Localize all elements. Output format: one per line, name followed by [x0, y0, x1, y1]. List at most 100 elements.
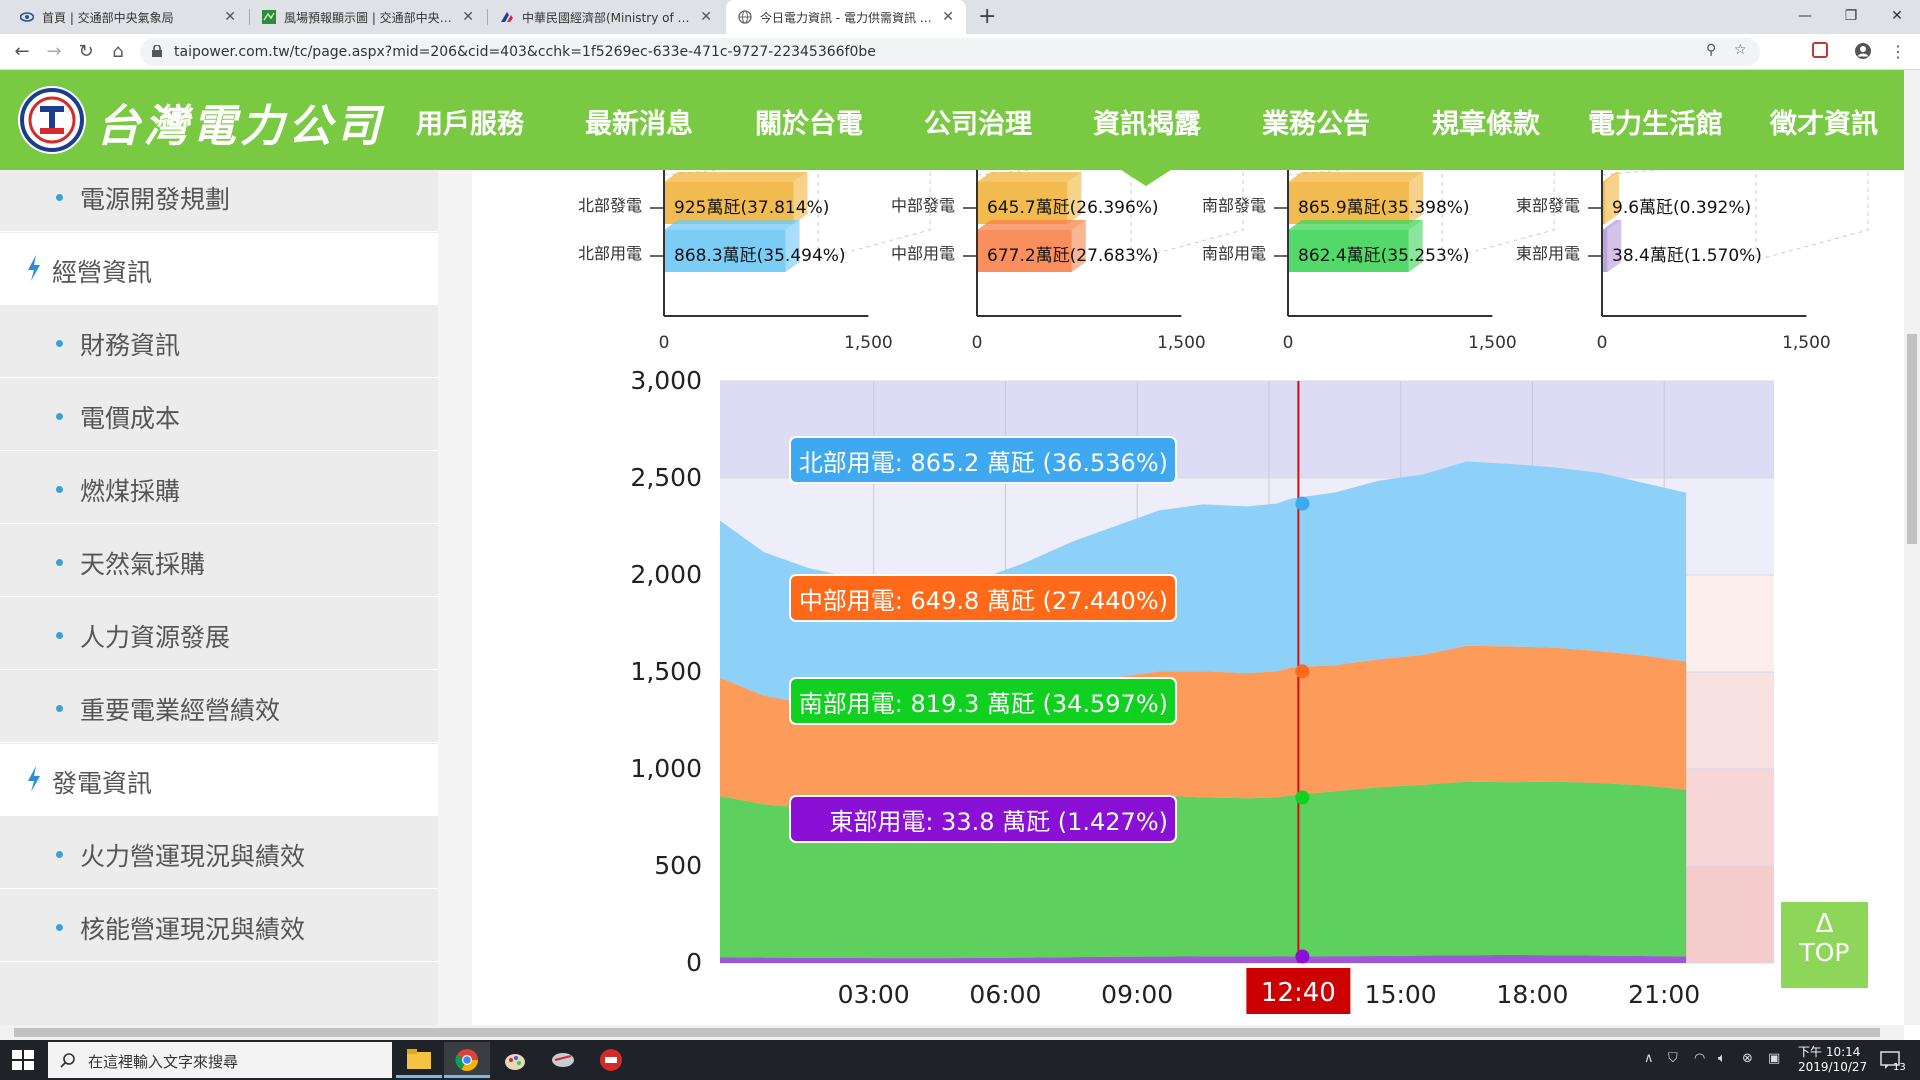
sidebar-item-label: 燃煤採購 [80, 477, 181, 506]
nav-item-governance[interactable]: 公司治理 [924, 109, 1032, 140]
nav-item-about[interactable]: 關於台電 [755, 109, 863, 140]
sidebar-item[interactable]: 天然氣採購 [0, 525, 438, 597]
zoom-icon[interactable]: ⚲ [1706, 42, 1717, 58]
nav-item-announcements[interactable]: 業務公告 [1262, 109, 1370, 140]
back-arrow-icon[interactable]: ← [14, 41, 30, 62]
sidebar-item-label: 天然氣採購 [80, 550, 206, 579]
sidebar-category[interactable]: 經營資訊 [0, 233, 438, 305]
close-tab-icon[interactable]: ✕ [700, 9, 712, 25]
forward-arrow-icon[interactable]: → [46, 41, 62, 62]
y-tick-label: 0 [686, 948, 702, 977]
extension-icon[interactable] [1812, 42, 1828, 62]
region-bar-category: 南部發電 [1202, 196, 1266, 215]
y-tick-label: 500 [654, 851, 702, 880]
minimize-button[interactable]: — [1798, 8, 1812, 24]
region-bar[interactable] [1602, 182, 1605, 224]
sidebar-item[interactable]: 燃煤採購 [0, 452, 438, 524]
site-logo-text[interactable]: 台灣電力公司 [96, 101, 384, 152]
region-bar[interactable] [977, 182, 1068, 224]
browser-tab-cwb[interactable]: 首頁 | 交通部中央氣象局 ✕ [8, 0, 248, 34]
sidebar-item[interactable]: 重要電業經營績效 [0, 671, 438, 743]
tooltip-text: 南部用電: 819.3 萬瓩 (34.597%) [799, 690, 1168, 718]
security-shield-icon[interactable]: ⛉ [1668, 1051, 1678, 1066]
reload-icon[interactable]: ↻ [78, 41, 94, 62]
region-bar[interactable] [664, 230, 786, 272]
bullet-icon [56, 705, 63, 712]
network-off-icon[interactable]: ⊗ [1742, 1051, 1753, 1066]
vertical-scroll-thumb[interactable] [1907, 334, 1917, 544]
browser-tab-taipower[interactable]: 今日電力資訊 - 電力供需資訊 - 資 ✕ [726, 0, 966, 34]
region-bar-top [1288, 172, 1424, 182]
region-bar-category: 中部用電 [891, 244, 955, 263]
back-to-top-button[interactable]: Δ TOP [1781, 902, 1868, 988]
maximize-button[interactable]: ❐ [1844, 8, 1858, 24]
horizontal-scrollbar[interactable] [0, 1025, 1904, 1040]
close-window-button[interactable]: ✕ [1891, 8, 1903, 24]
time-cursor-badge [1246, 968, 1351, 1014]
nav-item-user-service[interactable]: 用戶服務 [416, 109, 524, 140]
nav-item-careers[interactable]: 徵才資訊 [1770, 109, 1878, 140]
drawing-app[interactable] [540, 1042, 586, 1078]
sidebar-category[interactable]: 發電資訊 [0, 744, 438, 816]
area-series-east[interactable] [720, 954, 1687, 963]
nav-item-news[interactable]: 最新消息 [585, 109, 693, 140]
menu-kebab-icon[interactable]: ⋮ [1890, 42, 1906, 61]
wifi-icon[interactable]: ◠ [1694, 1051, 1706, 1066]
nav-item-life-hall[interactable]: 電力生活館 [1588, 109, 1723, 140]
region-bar[interactable] [1602, 230, 1608, 272]
y-tick-label: 3,000 [630, 366, 702, 395]
chrome-app[interactable] [444, 1042, 490, 1078]
taskbar-search-input[interactable]: 在這裡輸入文字來搜尋 [48, 1042, 392, 1078]
url-input[interactable]: taipower.com.tw/tc/page.aspx?mid=206&cid… [140, 38, 1760, 66]
area-series-central[interactable] [720, 645, 1687, 813]
sidebar-item[interactable]: 人力資源發展 [0, 598, 438, 670]
misc-app[interactable] [588, 1042, 634, 1078]
close-tab-icon[interactable]: ✕ [942, 9, 954, 25]
sidebar-item[interactable]: 核能營運現況與績效 [0, 890, 438, 962]
region-chart-grid [663, 170, 931, 261]
file-explorer-app[interactable] [396, 1042, 442, 1078]
volume-icon[interactable]: 🔈︎ [1718, 1051, 1726, 1066]
browser-tab-moea[interactable]: 中華民國經濟部(Ministry of Eco ✕ [488, 0, 724, 34]
taipower-seal-icon[interactable] [16, 84, 88, 156]
region-bar-side [1071, 220, 1086, 272]
sidebar-item[interactable]: 火力營運現況與績效 [0, 817, 438, 889]
browser-tab-wind[interactable]: 風場預報顯示圖 | 交通部中央氣象 ✕ [250, 0, 486, 34]
lock-icon [152, 45, 162, 57]
vertical-scrollbar[interactable] [1904, 70, 1920, 1025]
tooltip-text: 東部用電: 33.8 萬瓩 (1.427%) [829, 808, 1168, 836]
sidebar-item[interactable]: 電源開發規劃 [0, 170, 438, 232]
home-icon[interactable]: ⌂ [112, 41, 124, 62]
windows-start-icon[interactable] [12, 1050, 34, 1070]
tab-title: 首頁 | 交通部中央氣象局 [42, 10, 174, 25]
region-bar[interactable] [977, 230, 1072, 272]
paint-app[interactable] [492, 1042, 538, 1078]
close-tab-icon[interactable]: ✕ [224, 9, 236, 25]
notification-icon[interactable] [1880, 1050, 1900, 1070]
region-bar-top [664, 220, 800, 230]
tray-chevron-up-icon[interactable]: ∧ [1644, 1051, 1654, 1066]
nav-item-regulations[interactable]: 規章條款 [1432, 109, 1540, 140]
ime-icon[interactable]: ▣ [1768, 1051, 1781, 1066]
horizontal-scroll-thumb[interactable] [14, 1028, 1880, 1037]
close-tab-icon[interactable]: ✕ [462, 9, 474, 25]
taskbar-time[interactable]: 下午 10:14 [1798, 1045, 1861, 1059]
bullet-icon [56, 486, 63, 493]
sidebar-item[interactable]: 財務資訊 [0, 306, 438, 378]
region-tick-label: 0 [1597, 333, 1608, 353]
area-series-north[interactable] [720, 461, 1687, 712]
search-icon [60, 1053, 75, 1068]
taskbar-date[interactable]: 2019/10/27 [1798, 1060, 1868, 1074]
region-bar[interactable] [664, 182, 794, 224]
star-icon[interactable]: ☆ [1734, 42, 1747, 58]
sidebar-item[interactable]: 電價成本 [0, 379, 438, 451]
nav-item-disclosure[interactable]: 資訊揭露 [1093, 109, 1201, 140]
region-bar[interactable] [1288, 230, 1409, 272]
series-marker [1295, 949, 1310, 964]
profile-icon[interactable] [1854, 42, 1872, 64]
new-tab-button[interactable]: + [978, 4, 997, 29]
sidebar-item-label: 電源開發規劃 [80, 185, 231, 214]
moea-logo-icon [500, 10, 514, 24]
region-bar[interactable] [1288, 182, 1410, 224]
sidebar-item-label: 電價成本 [80, 404, 181, 433]
